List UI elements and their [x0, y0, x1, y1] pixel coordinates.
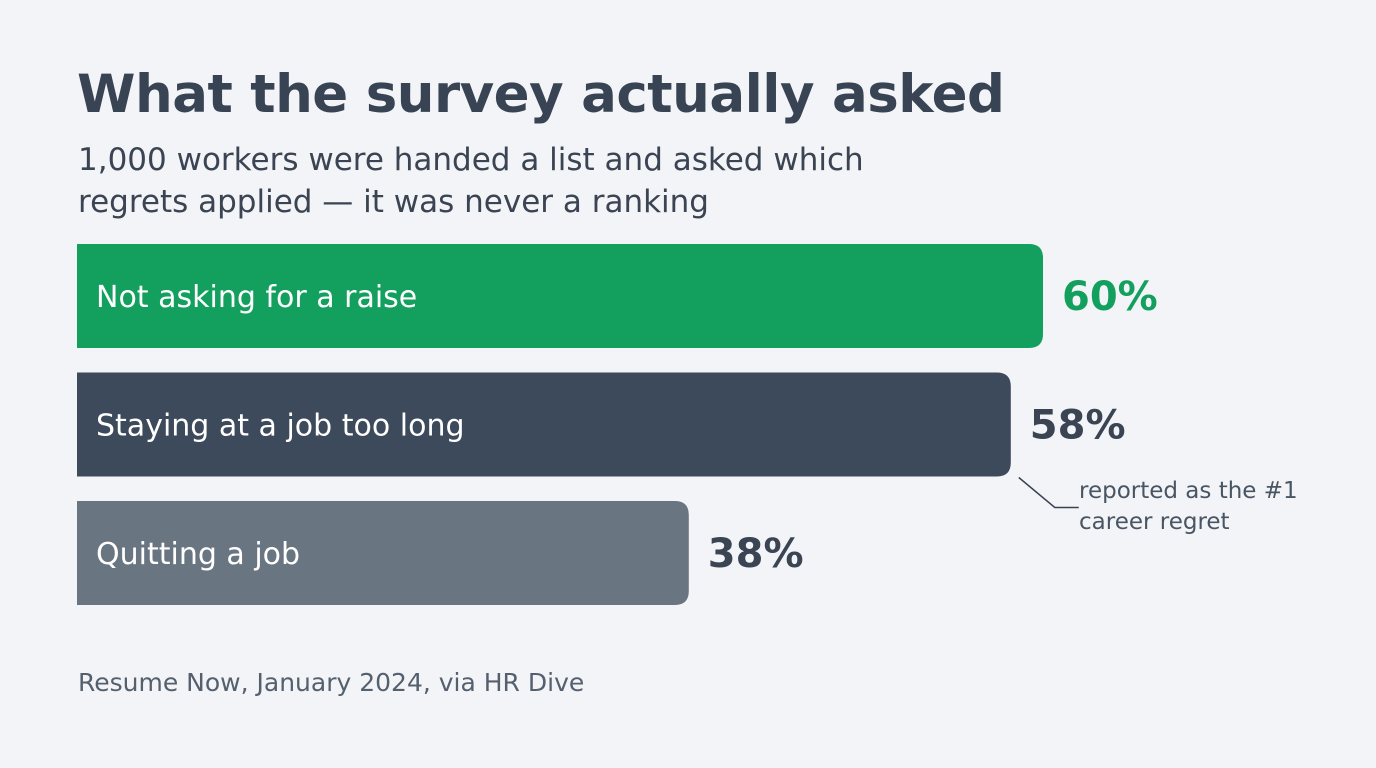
chart-title: What the survey actually asked: [77, 64, 1005, 125]
bar-category-label: Not asking for a raise: [96, 280, 417, 315]
annotation-text: reported as the #1 career regret: [1079, 478, 1298, 535]
bar-value-label: 58%: [1030, 403, 1126, 449]
bar-category-label: Staying at a job too long: [96, 409, 465, 444]
chart-subtitle: 1,000 workers were handed a list and ask…: [78, 142, 864, 220]
bar-2: [77, 372, 1011, 477]
bar-value-label: 38%: [708, 531, 804, 577]
bar-value-label: 60%: [1062, 274, 1158, 320]
annotation-leader-line: [1018, 476, 1079, 509]
bar-category-label: Quitting a job: [96, 537, 300, 572]
bar-3: [77, 501, 689, 605]
bar-1: [77, 244, 1043, 348]
source-note: Resume Now, January 2024, via HR Dive: [78, 668, 585, 697]
